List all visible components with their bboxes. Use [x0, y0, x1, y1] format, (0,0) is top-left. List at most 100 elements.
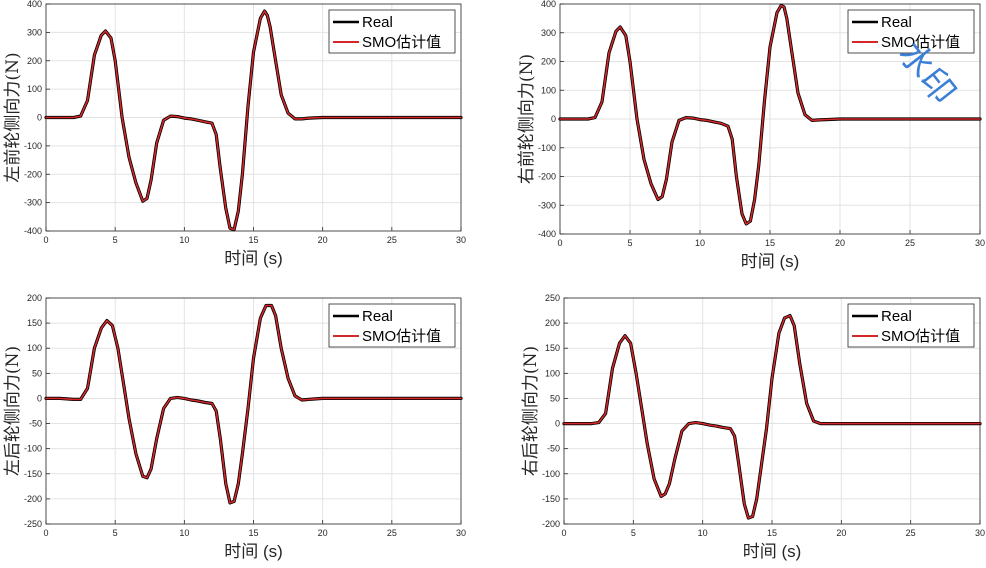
x-tick-label: 20	[835, 238, 845, 248]
x-tick-label: 30	[975, 528, 985, 538]
y-tick-label: 300	[27, 27, 42, 37]
y-tick-label: 100	[541, 85, 556, 95]
legend-label-real: Real	[881, 14, 912, 31]
y-tick-label: -150	[24, 469, 42, 479]
series-line-smo-estimate	[559, 4, 981, 225]
x-tick-label: 20	[318, 235, 328, 245]
x-tick-label: 5	[627, 238, 632, 248]
y-tick-label: 0	[555, 419, 560, 429]
x-tick-label: 10	[695, 238, 705, 248]
y-tick-label: 0	[37, 113, 42, 123]
y-tick-label: -200	[24, 169, 42, 179]
y-tick-label: -400	[24, 226, 42, 236]
y-tick-label: 150	[27, 318, 42, 328]
x-tick-label: 0	[561, 528, 566, 538]
y-tick-label: -300	[24, 198, 42, 208]
y-tick-label: -400	[538, 229, 556, 239]
x-tick-label: 25	[905, 238, 915, 248]
x-tick-label: 0	[557, 238, 562, 248]
panel-front-right: 0 5 10 15 20 25 30 -400 -300 -200 -100 0 100 200 300 40…	[517, 0, 985, 271]
legend-label-real: Real	[881, 308, 912, 325]
series-line-smo-estimate	[45, 304, 462, 504]
x-axis-label: 时间 (s)	[741, 252, 800, 271]
y-tick-label: 50	[32, 368, 42, 378]
panel-front-left: 0 5 10 15 20 25 30 -400 -300 -200 -100 0 100 200 300 40…	[3, 0, 466, 268]
y-tick-label: -100	[24, 444, 42, 454]
y-axis-label: 左后轮侧向力(N)	[3, 346, 23, 476]
x-axis-label: 时间 (s)	[224, 249, 283, 268]
y-axis-label: 左前轮侧向力(N)	[3, 52, 23, 182]
x-tick-label: 0	[43, 235, 48, 245]
legend-label-smo-estimate: SMO估计值	[362, 328, 441, 345]
y-tick-label: 200	[545, 318, 560, 328]
x-tick-label: 15	[248, 235, 258, 245]
x-tick-label: 0	[43, 528, 48, 538]
series-line-smo-estimate	[45, 10, 462, 231]
legend-label-real: Real	[362, 14, 393, 31]
y-tick-label: 100	[27, 343, 42, 353]
y-tick-label: 300	[541, 28, 556, 38]
legend-label-real: Real	[362, 308, 393, 325]
x-tick-label: 10	[698, 528, 708, 538]
y-tick-label: 100	[545, 368, 560, 378]
x-axis-label: 时间 (s)	[224, 542, 283, 561]
x-tick-label: 10	[179, 528, 189, 538]
legend: Real SMO估计值	[328, 9, 456, 54]
y-tick-label: -100	[538, 143, 556, 153]
x-tick-label: 15	[765, 238, 775, 248]
legend-box	[328, 9, 456, 54]
x-tick-label: 10	[179, 235, 189, 245]
legend-label-smo-estimate: SMO估计值	[881, 34, 960, 51]
y-tick-label: 0	[551, 114, 556, 124]
y-axis-label: 右前轮侧向力(N)	[517, 54, 537, 184]
y-tick-label: -300	[538, 200, 556, 210]
legend-label-smo-estimate: SMO估计值	[362, 34, 441, 51]
legend: Real SMO估计值	[847, 9, 975, 54]
y-tick-label: -200	[24, 494, 42, 504]
x-tick-label: 25	[387, 528, 397, 538]
y-tick-label: -50	[547, 444, 560, 454]
y-tick-label: 250	[545, 293, 560, 303]
x-tick-label: 25	[906, 528, 916, 538]
y-tick-label: 100	[27, 84, 42, 94]
legend-box	[847, 9, 975, 54]
legend-label-smo-estimate: SMO估计值	[881, 328, 960, 345]
x-tick-label: 25	[387, 235, 397, 245]
y-tick-label: 200	[27, 56, 42, 66]
y-tick-label: -100	[542, 469, 560, 479]
x-tick-label: 20	[318, 528, 328, 538]
y-tick-label: 150	[545, 343, 560, 353]
legend: Real SMO估计值	[847, 303, 975, 348]
x-tick-label: 30	[456, 235, 466, 245]
series-line-smo-estimate	[563, 314, 981, 519]
x-tick-label: 30	[456, 528, 466, 538]
y-tick-label: 50	[550, 393, 560, 403]
axes-box	[563, 297, 981, 525]
legend: Real SMO估计值	[328, 303, 456, 348]
y-tick-label: -250	[24, 519, 42, 529]
x-tick-label: 5	[113, 235, 118, 245]
x-tick-label: 5	[631, 528, 636, 538]
y-tick-label: 0	[37, 393, 42, 403]
x-tick-label: 5	[113, 528, 118, 538]
x-tick-label: 20	[836, 528, 846, 538]
y-tick-label: -150	[542, 494, 560, 504]
y-tick-label: -100	[24, 141, 42, 151]
y-tick-label: 200	[27, 293, 42, 303]
panel-rear-left: 0 5 10 15 20 25 30 -250 -200 -150 -100 -50 0 50 100 150…	[3, 293, 466, 561]
x-tick-label: 15	[767, 528, 777, 538]
y-tick-label: -200	[542, 519, 560, 529]
y-tick-label: -50	[29, 419, 42, 429]
axes-box	[45, 297, 462, 525]
x-axis-label: 时间 (s)	[743, 542, 802, 561]
y-tick-label: 400	[27, 0, 42, 9]
panel-rear-right: 0 5 10 15 20 25 30 -200 -150 -100 -50 0 50 100 150 200 2…	[521, 293, 985, 561]
x-tick-label: 30	[975, 238, 985, 248]
y-tick-label: -200	[538, 172, 556, 182]
y-axis-label: 右后轮侧向力(N)	[521, 346, 541, 476]
y-tick-label: 400	[541, 0, 556, 9]
legend-box	[847, 303, 975, 348]
x-tick-label: 15	[248, 528, 258, 538]
legend-box	[328, 303, 456, 348]
